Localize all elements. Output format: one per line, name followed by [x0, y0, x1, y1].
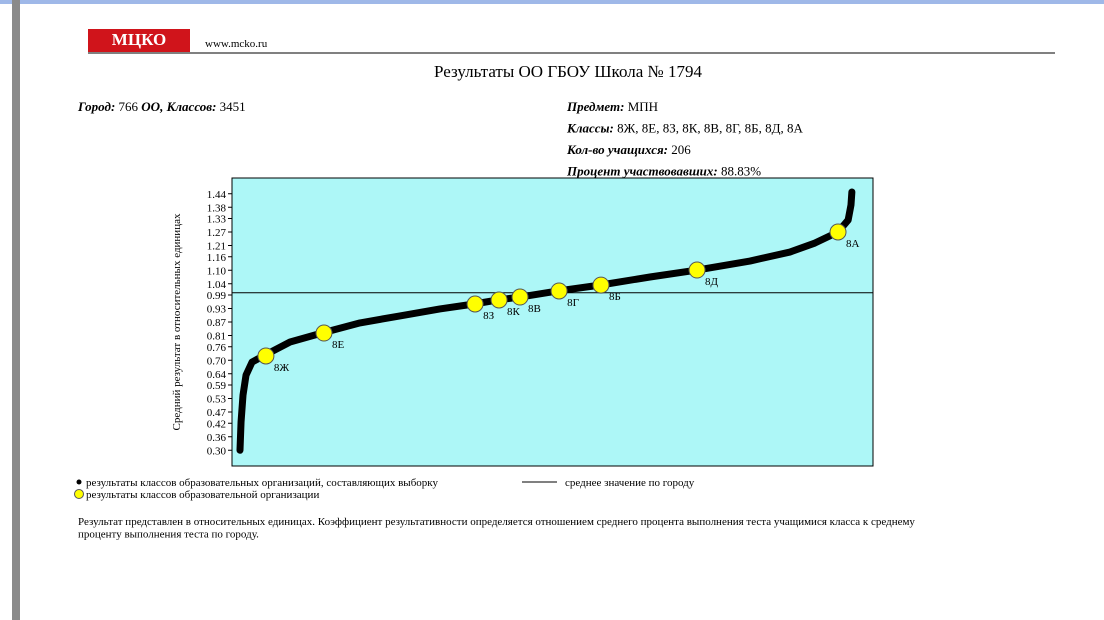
y-tick-label: 0.47 — [207, 407, 227, 419]
y-tick-label: 0.93 — [207, 304, 227, 316]
school-class-point — [257, 347, 275, 365]
left-bar — [12, 0, 20, 620]
y-tick-label: 0.30 — [207, 445, 227, 457]
info-label: Процент участвовавших: — [566, 164, 718, 179]
point-label: 8Д — [705, 276, 719, 288]
school-class-point — [592, 276, 610, 294]
y-tick-label: 1.21 — [207, 241, 226, 253]
school-class-point — [466, 295, 484, 313]
point-label: 8З — [483, 310, 495, 322]
y-tick-label: 1.04 — [207, 279, 227, 291]
y-tick-label: 1.10 — [207, 265, 227, 277]
point-label: 8В — [528, 303, 541, 315]
y-tick-label: 0.59 — [207, 380, 227, 392]
y-tick-label: 0.99 — [207, 290, 227, 302]
y-axis-label: Средний результат в относительных единиц… — [171, 213, 183, 430]
logo-box — [88, 29, 190, 52]
y-tick-label: 1.27 — [207, 227, 227, 239]
info-line: Кол-во учащихся: 206 — [566, 142, 691, 157]
legend-label: результаты классов образовательной орган… — [86, 489, 319, 501]
y-tick-label: 1.16 — [207, 252, 227, 264]
school-class-point — [511, 288, 529, 306]
y-tick-label: 1.38 — [207, 202, 227, 214]
plot-area — [231, 177, 874, 467]
legend-circle — [74, 489, 84, 499]
info-line: Процент участвовавших: 88.83% — [566, 164, 761, 179]
top-border — [0, 0, 1104, 4]
y-tick-label: 0.70 — [207, 355, 227, 367]
y-tick-label: 0.87 — [207, 317, 227, 329]
url: www.mcko.ru — [205, 38, 268, 50]
note: проценту выполнения теста по городу. — [78, 529, 259, 541]
school-class-point — [490, 291, 508, 309]
y-tick-label: 1.33 — [207, 214, 227, 226]
info-value: 766 — [119, 99, 139, 114]
school-class-point — [688, 261, 706, 279]
info-line: Классы: 8Ж, 8Е, 8З, 8К, 8В, 8Г, 8Б, 8Д, … — [566, 121, 803, 136]
school-class-point — [550, 282, 568, 300]
y-tick-label: 0.36 — [207, 432, 227, 444]
y-tick-label: 0.81 — [207, 331, 226, 343]
y-tick-label: 0.64 — [207, 369, 227, 381]
info-value: 3451 — [220, 99, 246, 114]
y-tick-label: 0.42 — [207, 418, 226, 430]
note: Результат представлен в относительных ед… — [78, 516, 915, 528]
info-value: МПН — [628, 99, 658, 114]
info-label: ОО, Классов: — [141, 99, 216, 114]
info-label: Предмет: — [566, 99, 624, 114]
point-label: 8Е — [332, 339, 345, 351]
school-class-point — [315, 324, 333, 342]
info-label: Классы: — [566, 121, 614, 136]
info-line: Город: 766 ОО, Классов: 3451 — [77, 99, 246, 114]
info-label: Кол-во учащихся: — [566, 142, 668, 157]
point-label: 8К — [507, 306, 520, 318]
school-class-point — [829, 223, 847, 241]
point-label: 8А — [846, 238, 860, 250]
y-tick-label: 0.76 — [207, 342, 227, 354]
legend-label: результаты классов образовательных орган… — [86, 477, 438, 489]
info-value: 206 — [671, 142, 691, 157]
legend-dot — [76, 479, 82, 485]
info-value: 8Ж, 8Е, 8З, 8К, 8В, 8Г, 8Б, 8Д, 8А — [617, 121, 803, 136]
point-label: 8Ж — [274, 362, 290, 374]
page-title: Результаты ОО ГБОУ Школа № 1794 — [434, 62, 702, 81]
info-label: Город: — [77, 99, 115, 114]
legend-label: среднее значение по городу — [565, 477, 695, 489]
y-tick-label: 0.53 — [207, 394, 227, 406]
point-label: 8Г — [567, 297, 579, 309]
logo: МЦКО — [112, 30, 166, 49]
y-tick-label: 1.44 — [207, 189, 227, 201]
info-value: 88.83% — [721, 164, 761, 179]
info-line: Предмет: МПН — [566, 99, 658, 114]
point-label: 8Б — [609, 291, 621, 303]
